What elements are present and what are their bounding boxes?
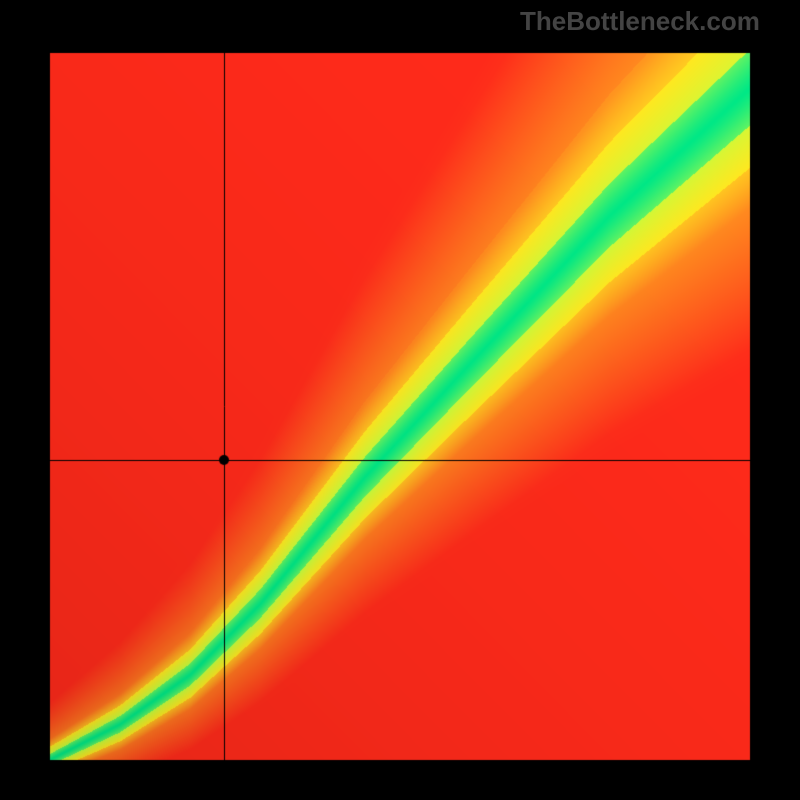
watermark-text: TheBottleneck.com: [520, 6, 760, 37]
bottleneck-heatmap: [0, 0, 800, 800]
